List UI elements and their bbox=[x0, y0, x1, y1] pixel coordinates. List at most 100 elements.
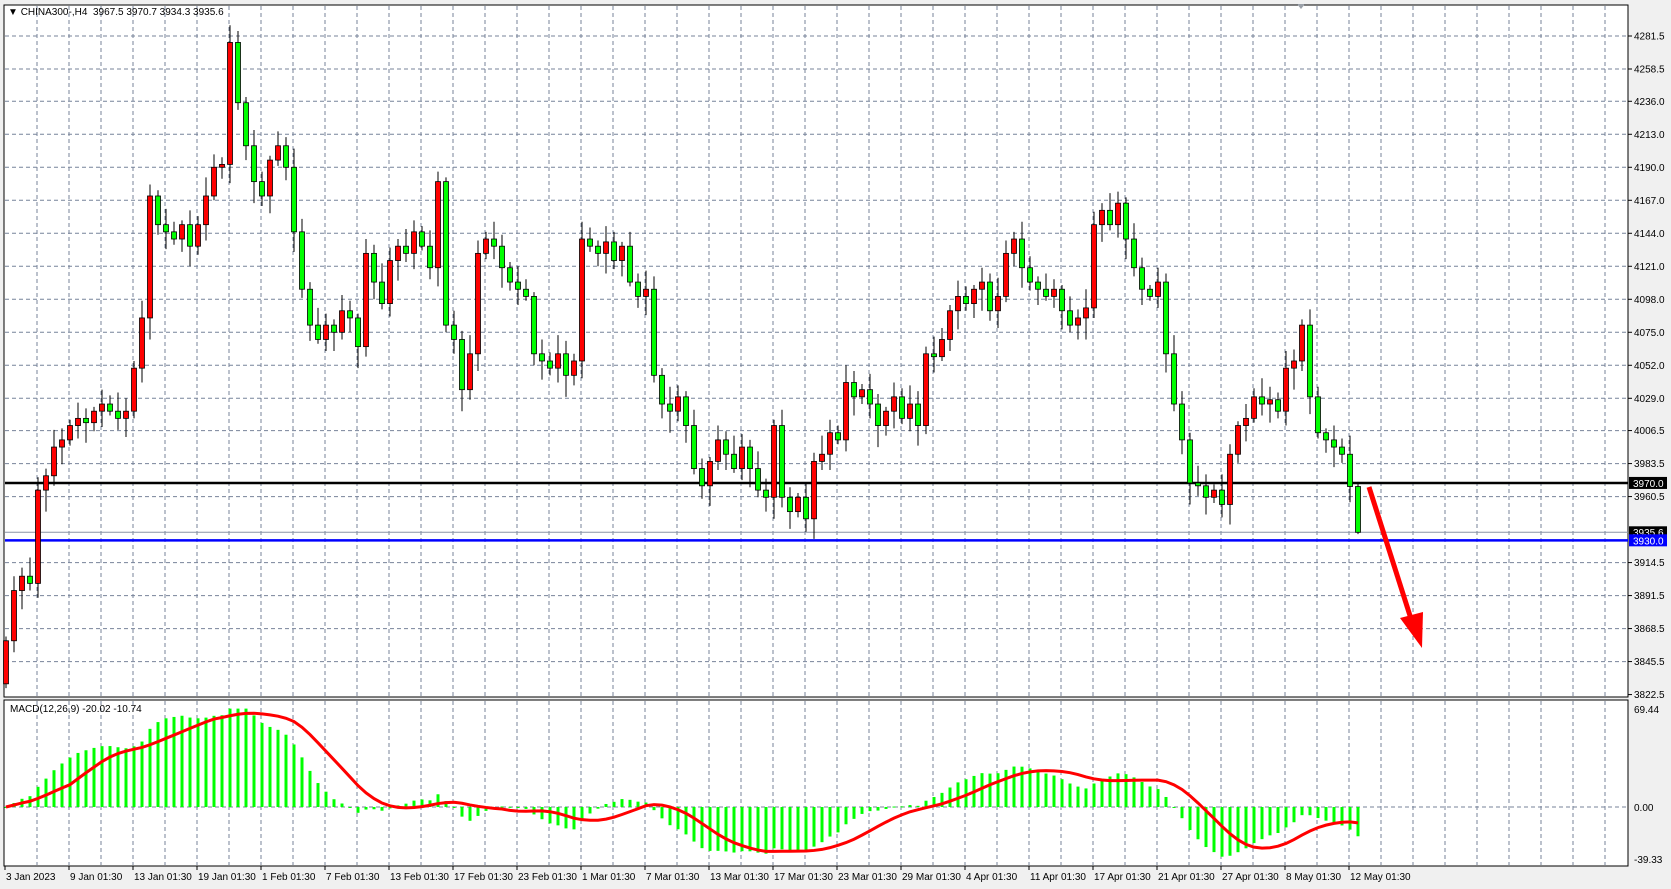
bull-candle-body bbox=[323, 324, 329, 340]
macd-histogram-bar bbox=[156, 722, 160, 807]
macd-histogram-bar bbox=[1204, 807, 1208, 848]
candle bbox=[555, 335, 561, 383]
candle bbox=[963, 286, 969, 311]
bear-candle-body bbox=[595, 245, 601, 254]
bear-candle-body bbox=[1315, 396, 1321, 434]
macd-histogram-bar bbox=[812, 807, 816, 847]
candle bbox=[187, 210, 193, 267]
macd-histogram-bar bbox=[1052, 775, 1056, 807]
current-price-label: 3935.6 bbox=[1633, 528, 1664, 539]
candle bbox=[1259, 378, 1265, 416]
candle bbox=[195, 216, 201, 255]
bear-candle-body bbox=[1219, 489, 1225, 505]
bull-candle-body bbox=[435, 181, 441, 269]
candle bbox=[611, 231, 617, 270]
collapse-triangle-icon[interactable]: ▼ bbox=[8, 7, 18, 18]
bear-candle-body bbox=[563, 353, 569, 376]
candle bbox=[11, 576, 17, 653]
macd-histogram-bar bbox=[1324, 807, 1328, 821]
macd-histogram-bar bbox=[836, 807, 840, 833]
price-label: 4213.0 bbox=[1634, 130, 1665, 141]
bear-candle-body bbox=[307, 288, 313, 326]
candle bbox=[675, 385, 681, 422]
bear-candle-body bbox=[1163, 281, 1169, 355]
bear-candle-body bbox=[1179, 403, 1185, 441]
candle bbox=[451, 310, 457, 354]
bear-candle-body bbox=[507, 267, 513, 283]
macd-histogram-bar bbox=[1036, 770, 1040, 807]
bull-candle-body bbox=[203, 195, 209, 226]
candle bbox=[1187, 432, 1193, 505]
price-label: 4006.5 bbox=[1634, 426, 1665, 437]
bear-candle-body bbox=[867, 389, 873, 405]
macd-histogram-bar bbox=[412, 800, 416, 807]
bull-candle-body bbox=[1011, 238, 1017, 254]
macd-histogram-bar bbox=[756, 807, 760, 853]
macd-axis-label: 69.44 bbox=[1634, 705, 1659, 716]
candle bbox=[747, 439, 753, 488]
price-label: 4029.0 bbox=[1634, 394, 1665, 405]
bear-candle-body bbox=[963, 296, 969, 304]
bear-candle-body bbox=[1323, 432, 1329, 441]
bear-candle-body bbox=[379, 281, 385, 304]
candle bbox=[1123, 197, 1129, 260]
price-label: 4236.0 bbox=[1634, 97, 1665, 108]
bear-candle-body bbox=[875, 403, 881, 426]
candle bbox=[923, 346, 929, 435]
time-axis: 3 Jan 2023 9 Jan 01:30 13 Jan 01:30 19 Jan … bbox=[4, 866, 1411, 883]
macd-histogram-bar bbox=[308, 770, 312, 807]
bear-candle-body bbox=[315, 324, 321, 340]
candle bbox=[307, 282, 313, 341]
macd-histogram-bar bbox=[764, 807, 768, 854]
candle bbox=[427, 230, 433, 280]
bear-candle-body bbox=[155, 195, 161, 226]
bull-candle-body bbox=[1291, 360, 1297, 369]
bear-candle-body bbox=[355, 317, 361, 348]
macd-histogram-bar bbox=[884, 807, 888, 809]
bull-candle-body bbox=[75, 417, 81, 426]
bull-candle-body bbox=[891, 396, 897, 412]
bear-candle-body bbox=[115, 410, 121, 419]
bull-candle-body bbox=[707, 461, 713, 487]
bear-candle-body bbox=[1139, 267, 1145, 290]
price-label: 4052.0 bbox=[1634, 361, 1665, 372]
bear-candle-body bbox=[1043, 288, 1049, 297]
candle bbox=[771, 419, 777, 519]
bull-candle-body bbox=[179, 224, 185, 240]
candle bbox=[1307, 309, 1313, 415]
time-label: 17 Feb 01:30 bbox=[454, 872, 513, 883]
macd-histogram-bar bbox=[52, 770, 56, 807]
candle bbox=[443, 177, 449, 333]
candle bbox=[1067, 296, 1073, 333]
macd-histogram-bar bbox=[508, 806, 512, 808]
candle bbox=[331, 319, 337, 351]
bear-candle-body bbox=[347, 310, 353, 319]
candle bbox=[619, 241, 625, 277]
candle bbox=[971, 284, 977, 318]
macd-histogram-bar bbox=[1028, 768, 1032, 807]
candle bbox=[931, 336, 937, 373]
price-label: 4144.0 bbox=[1634, 229, 1665, 240]
macd-histogram-bar bbox=[1148, 786, 1152, 807]
candle bbox=[459, 330, 465, 412]
macd-histogram-bar bbox=[452, 807, 456, 808]
macd-histogram-bar bbox=[196, 718, 200, 807]
bull-candle-body bbox=[99, 403, 105, 412]
macd-histogram-bar bbox=[748, 807, 752, 852]
candle bbox=[1275, 392, 1281, 419]
candle bbox=[1043, 273, 1049, 301]
time-label: 7 Mar 01:30 bbox=[646, 872, 700, 883]
bear-candle-body bbox=[539, 353, 545, 362]
bear-candle-body bbox=[523, 288, 529, 297]
macd-histogram-bar bbox=[948, 787, 952, 807]
bull-candle-body bbox=[1299, 324, 1305, 362]
candle bbox=[515, 266, 521, 306]
chart-shift-marker[interactable] bbox=[1297, 4, 1305, 9]
candle bbox=[843, 365, 849, 452]
bull-candle-body bbox=[883, 410, 889, 426]
symbol-timeframe: CHINA300-,H4 bbox=[20, 7, 88, 18]
macd-histogram-bar bbox=[716, 807, 720, 851]
candle bbox=[571, 353, 577, 386]
bear-candle-body bbox=[1307, 324, 1313, 398]
